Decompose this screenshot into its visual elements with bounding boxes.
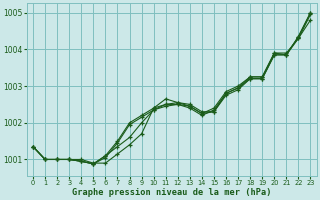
X-axis label: Graphe pression niveau de la mer (hPa): Graphe pression niveau de la mer (hPa)	[72, 188, 272, 197]
